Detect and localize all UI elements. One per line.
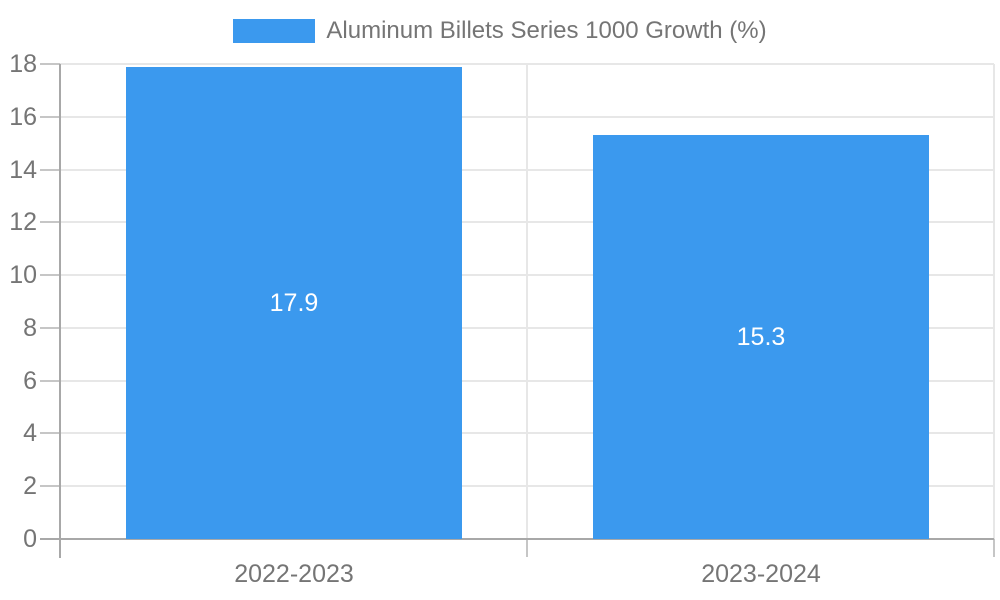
y-axis-tick-label: 2 bbox=[23, 472, 37, 500]
y-axis-tick bbox=[40, 221, 60, 223]
legend-swatch bbox=[233, 19, 316, 43]
x-axis-tick bbox=[526, 539, 528, 557]
y-axis-tick bbox=[40, 485, 60, 487]
y-axis-tick bbox=[40, 380, 60, 382]
y-axis-tick-label: 14 bbox=[9, 156, 37, 184]
legend-label: Aluminum Billets Series 1000 Growth (%) bbox=[326, 17, 767, 44]
bar-value-label: 17.9 bbox=[269, 289, 319, 317]
y-axis-tick-label: 8 bbox=[23, 314, 37, 342]
y-axis-tick bbox=[40, 432, 60, 434]
y-axis-tick-label: 18 bbox=[9, 50, 37, 78]
x-axis-category-label: 2023-2024 bbox=[701, 560, 821, 588]
y-axis-line bbox=[59, 64, 61, 558]
y-axis-tick bbox=[40, 63, 60, 65]
y-axis-tick-label: 0 bbox=[23, 525, 37, 553]
x-axis-tick bbox=[993, 539, 995, 557]
y-axis-tick-label: 6 bbox=[23, 367, 37, 395]
bar-2023-2024 bbox=[593, 135, 929, 539]
y-axis-tick-label: 16 bbox=[9, 103, 37, 131]
y-axis-tick bbox=[40, 327, 60, 329]
y-axis-tick bbox=[40, 116, 60, 118]
y-axis-tick-label: 12 bbox=[9, 208, 37, 236]
gridline-vertical bbox=[993, 64, 995, 539]
y-axis-tick-label: 10 bbox=[9, 261, 37, 289]
y-axis-tick bbox=[40, 169, 60, 171]
x-axis-category-label: 2022-2023 bbox=[234, 560, 354, 588]
y-axis-zero-tick bbox=[40, 538, 60, 540]
bar-2022-2023 bbox=[126, 67, 462, 539]
gridline-vertical bbox=[526, 64, 528, 539]
x-axis-line bbox=[60, 538, 994, 540]
y-axis-tick bbox=[40, 274, 60, 276]
bar-value-label: 15.3 bbox=[736, 323, 786, 351]
y-axis-tick-label: 4 bbox=[23, 419, 37, 447]
legend[interactable]: Aluminum Billets Series 1000 Growth (%) bbox=[0, 16, 1000, 46]
